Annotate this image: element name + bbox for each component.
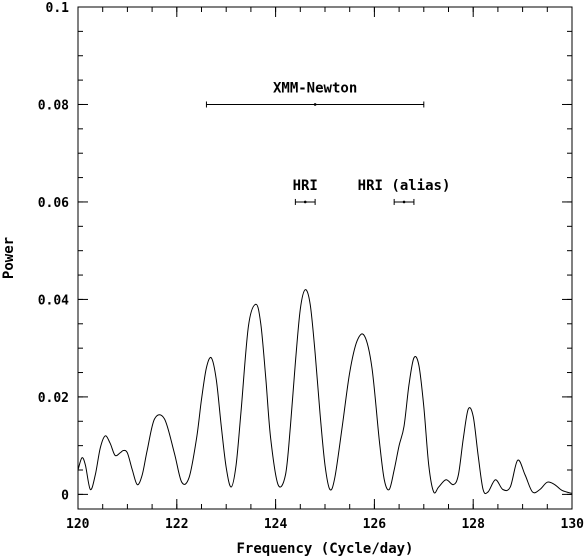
annotations: XMM-Newton HRI HRI (alias) xyxy=(205,80,451,205)
x-tick-label: 122 xyxy=(165,517,188,532)
power-curve-series xyxy=(77,289,573,495)
annotation-errorbar: HRI xyxy=(293,178,318,205)
x-axis-label: Frequency (Cycle/day) xyxy=(236,541,413,556)
annotation-label: HRI (alias) xyxy=(358,178,451,194)
annotation-label: HRI xyxy=(293,178,318,194)
y-tick-label: 0.04 xyxy=(38,293,69,308)
plot-frame xyxy=(77,6,573,510)
annotation-errorbar: XMM-Newton xyxy=(205,80,425,108)
errorbar-center-point xyxy=(313,103,317,106)
y-tick-label: 0.06 xyxy=(38,196,69,211)
x-tick-label: 124 xyxy=(264,517,288,532)
errorbar-center-point xyxy=(402,200,406,204)
y-tick-label: 0.08 xyxy=(38,98,69,113)
x-tick-label: 128 xyxy=(461,517,485,532)
y-axis-label: Power xyxy=(1,237,17,279)
x-tick-label: 130 xyxy=(561,517,585,532)
errorbar-center-point xyxy=(303,200,307,204)
annotation-errorbar: HRI (alias) xyxy=(358,178,451,205)
x-tick-label: 126 xyxy=(363,517,387,532)
x-tick-label: 120 xyxy=(66,517,90,532)
y-tick-label: 0 xyxy=(61,488,69,503)
annotation-label: XMM-Newton xyxy=(273,80,357,96)
x-tick-labels: 120 122 124 126 128 130 xyxy=(66,517,584,532)
y-tick-labels: 0 0.02 0.04 0.06 0.08 0.1 xyxy=(38,1,69,503)
y-tick-label: 0.1 xyxy=(46,1,70,16)
y-tick-label: 0.02 xyxy=(38,391,69,406)
